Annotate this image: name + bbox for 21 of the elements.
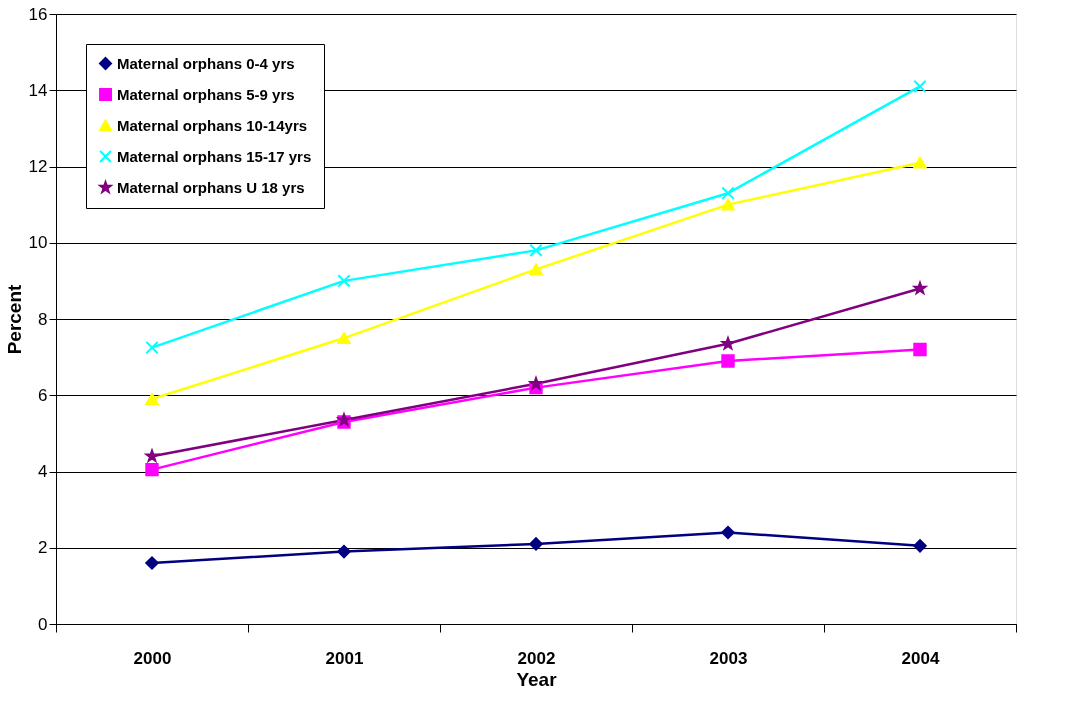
x-axis-title: Year bbox=[516, 668, 558, 690]
legend-label: Maternal orphans 0-4 yrs bbox=[117, 54, 295, 72]
x-tick-label: 2001 bbox=[325, 648, 364, 668]
x-tick-label: 2000 bbox=[133, 648, 172, 668]
y-tick-label: 2 bbox=[38, 538, 48, 558]
y-tick-label: 10 bbox=[28, 233, 48, 253]
x-tick-label: 2003 bbox=[709, 648, 748, 668]
y-tick-label: 0 bbox=[38, 614, 48, 634]
legend-label: Maternal orphans 10-14yrs bbox=[117, 116, 308, 134]
legend-label: Maternal orphans U 18 yrs bbox=[117, 178, 305, 196]
y-tick-label: 8 bbox=[38, 309, 48, 329]
x-tick-label: 2002 bbox=[517, 648, 556, 668]
y-tick-label: 14 bbox=[28, 80, 48, 100]
y-tick-label: 16 bbox=[28, 4, 48, 24]
y-tick-label: 4 bbox=[38, 462, 48, 481]
y-axis-title: Percent bbox=[3, 283, 25, 355]
legend-label: Maternal orphans 5-9 yrs bbox=[117, 85, 295, 103]
legend-label: Maternal orphans 15-17 yrs bbox=[117, 147, 312, 165]
y-tick-label: 12 bbox=[28, 157, 48, 176]
y-tick-label: 6 bbox=[38, 385, 48, 405]
x-tick-label: 2004 bbox=[901, 648, 940, 668]
